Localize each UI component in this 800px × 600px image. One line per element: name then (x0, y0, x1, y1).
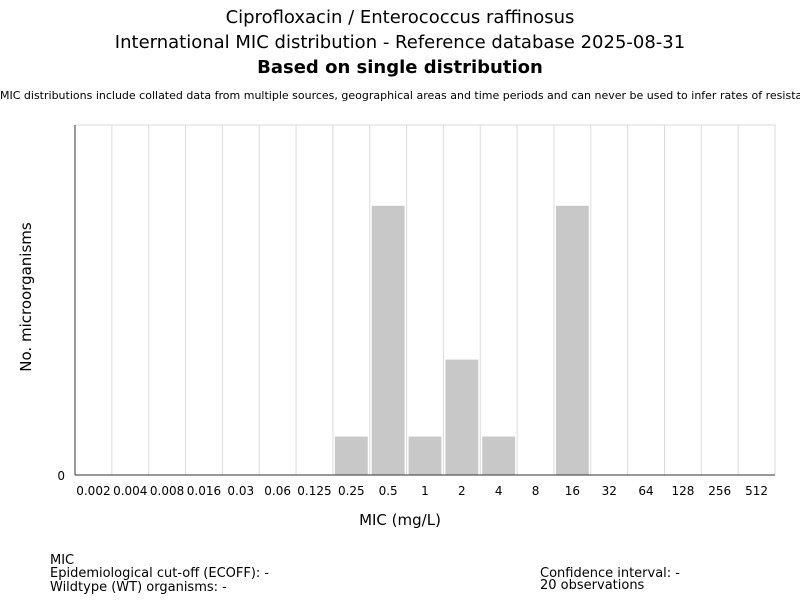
footer-observations: 20 observations (540, 578, 645, 593)
x-tick-label: 2 (458, 484, 466, 498)
chart-subtitle-bold: Based on single distribution (257, 57, 543, 78)
bar-4 (482, 436, 516, 475)
bar-2 (445, 359, 479, 475)
x-tick-label: 256 (708, 484, 731, 498)
chart-title: Ciprofloxacin / Enterococcus raffinosus (225, 7, 575, 28)
x-tick-label: 0.004 (113, 484, 147, 498)
x-tick-label: 16 (565, 484, 580, 498)
x-tick-label: 0.016 (187, 484, 221, 498)
bar-16 (555, 205, 589, 475)
x-tick-label: 0.25 (338, 484, 365, 498)
plot-frame (74, 124, 776, 476)
x-tick-label: 0.125 (297, 484, 331, 498)
footer-mic-label: MIC (50, 553, 75, 568)
disclaimer-text: MIC distributions include collated data … (0, 89, 800, 102)
footer-confidence-interval: Confidence interval: - (540, 566, 680, 581)
bar-0.5 (371, 205, 405, 475)
x-tick-label: 8 (532, 484, 540, 498)
x-tick-label: 0.008 (150, 484, 184, 498)
x-tick-label: 32 (602, 484, 617, 498)
bar-0.25 (334, 436, 368, 475)
x-tick-label: 128 (671, 484, 694, 498)
x-tick-label: 0.5 (379, 484, 398, 498)
x-tick-label: 0.03 (227, 484, 254, 498)
y-axis-title: No. microorganisms (17, 222, 35, 372)
x-axis-title: MIC (mg/L) (359, 511, 441, 529)
chart-subtitle: International MIC distribution - Referen… (114, 32, 686, 53)
x-tick-label: 1 (421, 484, 429, 498)
x-tick-label: 64 (638, 484, 653, 498)
x-tick-label: 512 (745, 484, 768, 498)
x-tick-label: 0.06 (264, 484, 291, 498)
x-tick-label: 4 (495, 484, 503, 498)
bar-1 (408, 436, 442, 475)
footer-ecoff: Epidemiological cut-off (ECOFF): - (50, 566, 270, 581)
x-tick-label: 0.002 (76, 484, 110, 498)
y-tick-label: 0 (57, 469, 65, 483)
footer-wildtype: Wildtype (WT) organisms: - (50, 580, 227, 595)
